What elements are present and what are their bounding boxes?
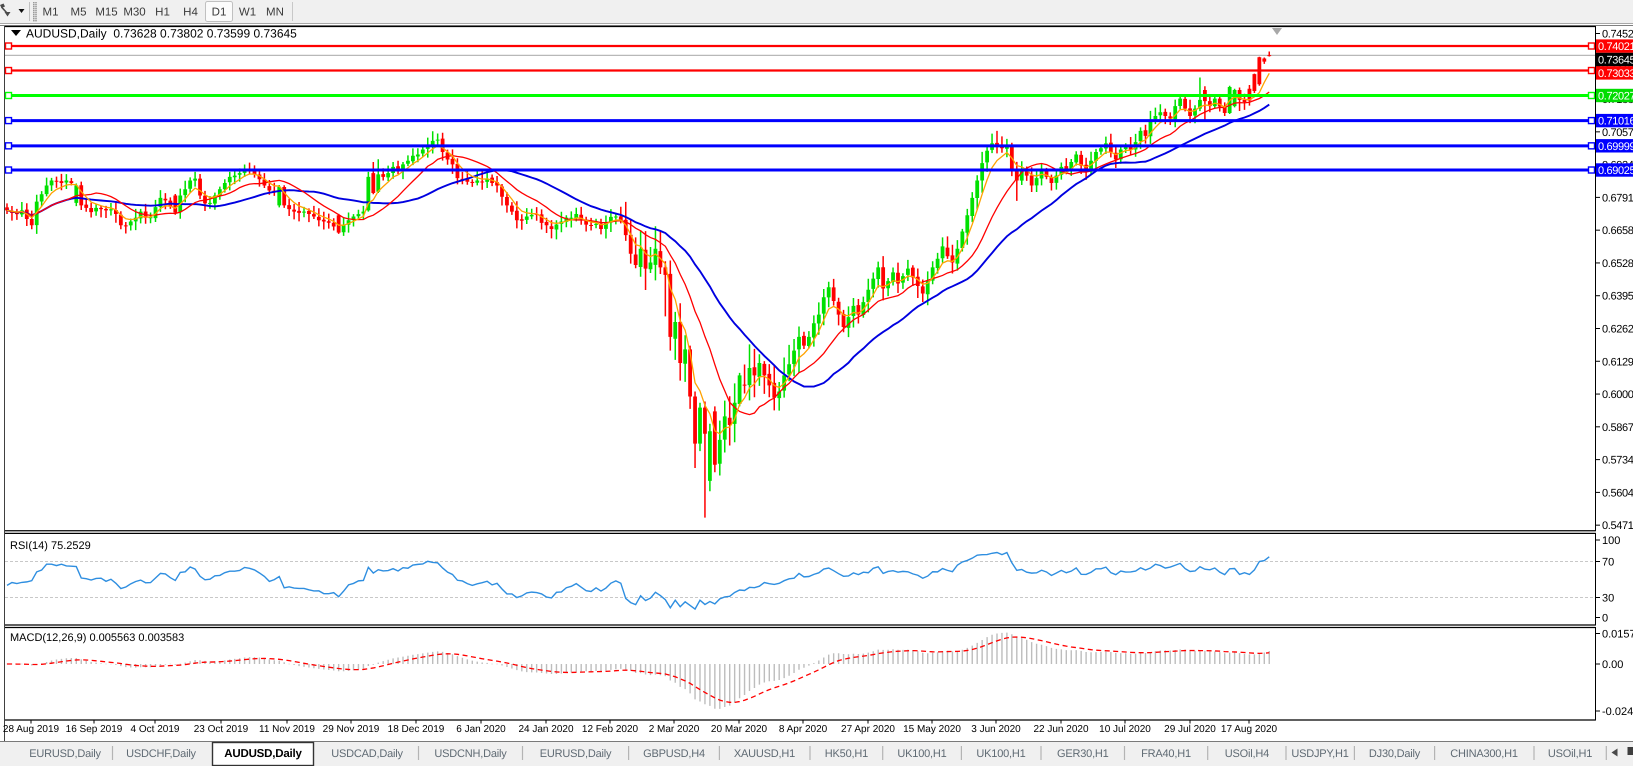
svg-text:20 Mar 2020: 20 Mar 2020 bbox=[711, 724, 768, 735]
svg-text:11 Nov 2019: 11 Nov 2019 bbox=[259, 724, 315, 735]
svg-text:USDJPY,H1: USDJPY,H1 bbox=[1291, 748, 1348, 760]
svg-text:H4: H4 bbox=[183, 7, 198, 19]
svg-text:4 Oct 2019: 4 Oct 2019 bbox=[131, 724, 180, 735]
svg-text:M1: M1 bbox=[43, 7, 59, 19]
svg-text:DJ30,Daily: DJ30,Daily bbox=[1369, 748, 1421, 760]
svg-text:M15: M15 bbox=[95, 7, 117, 19]
svg-text:16 Sep 2019: 16 Sep 2019 bbox=[66, 724, 123, 735]
svg-text:29 Jul 2020: 29 Jul 2020 bbox=[1164, 724, 1216, 735]
svg-text:0.56045: 0.56045 bbox=[1602, 487, 1633, 499]
svg-text:0.69999: 0.69999 bbox=[1598, 141, 1633, 153]
svg-text:18 Dec 2019: 18 Dec 2019 bbox=[388, 724, 445, 735]
svg-text:USDCNH,Daily: USDCNH,Daily bbox=[434, 748, 507, 760]
svg-text:H1: H1 bbox=[155, 7, 170, 19]
svg-text:HK50,H1: HK50,H1 bbox=[825, 748, 868, 760]
svg-text:0.61295: 0.61295 bbox=[1602, 356, 1633, 368]
svg-text:USDCHF,Daily: USDCHF,Daily bbox=[126, 748, 196, 760]
svg-text:24 Jan 2020: 24 Jan 2020 bbox=[518, 724, 573, 735]
svg-text:AUDUSD,Daily 0.73628 0.73802: AUDUSD,Daily 0.73628 0.73802 0.73599 0.7… bbox=[26, 27, 297, 41]
svg-text:23 Oct 2019: 23 Oct 2019 bbox=[194, 724, 249, 735]
svg-text:0.63955: 0.63955 bbox=[1602, 291, 1633, 303]
svg-text:M5: M5 bbox=[71, 7, 87, 19]
svg-text:RSI(14) 75.2529: RSI(14) 75.2529 bbox=[10, 540, 91, 552]
svg-text:8 Apr 2020: 8 Apr 2020 bbox=[779, 724, 828, 735]
svg-text:0.00: 0.00 bbox=[1602, 659, 1623, 671]
svg-text:XAUUSD,H1: XAUUSD,H1 bbox=[734, 748, 795, 760]
svg-text:GBPUSD,H4: GBPUSD,H4 bbox=[643, 748, 705, 760]
svg-text:0.74021: 0.74021 bbox=[1598, 41, 1633, 53]
svg-text:0.73033: 0.73033 bbox=[1598, 68, 1633, 80]
svg-text:UK100,H1: UK100,H1 bbox=[897, 748, 946, 760]
svg-text:70: 70 bbox=[1602, 557, 1614, 569]
svg-text:0.65285: 0.65285 bbox=[1602, 258, 1633, 270]
svg-text:GER30,H1: GER30,H1 bbox=[1057, 748, 1109, 760]
svg-text:USOil,H4: USOil,H4 bbox=[1225, 748, 1269, 760]
svg-text:27 Apr 2020: 27 Apr 2020 bbox=[841, 724, 895, 735]
svg-text:15 May 2020: 15 May 2020 bbox=[903, 724, 961, 735]
svg-text:29 Nov 2019: 29 Nov 2019 bbox=[323, 724, 380, 735]
svg-text:0.54715: 0.54715 bbox=[1602, 520, 1633, 532]
svg-text:17 Aug 2020: 17 Aug 2020 bbox=[1221, 724, 1278, 735]
svg-text:22 Jun 2020: 22 Jun 2020 bbox=[1033, 724, 1088, 735]
svg-text:M30: M30 bbox=[123, 7, 145, 19]
svg-text:0.72027: 0.72027 bbox=[1598, 91, 1633, 103]
svg-text:UK100,H1: UK100,H1 bbox=[976, 748, 1025, 760]
svg-text:0.01574: 0.01574 bbox=[1602, 629, 1633, 641]
svg-text:MACD(12,26,9) 0.005563 0.00358: MACD(12,26,9) 0.005563 0.003583 bbox=[10, 632, 184, 644]
svg-text:0.69025: 0.69025 bbox=[1598, 165, 1633, 177]
svg-text:12 Feb 2020: 12 Feb 2020 bbox=[582, 724, 639, 735]
svg-text:0.71016: 0.71016 bbox=[1598, 116, 1633, 128]
svg-text:0.73645: 0.73645 bbox=[1598, 55, 1633, 67]
svg-text:AUDUSD,Daily: AUDUSD,Daily bbox=[224, 748, 302, 760]
svg-text:MN: MN bbox=[266, 7, 284, 19]
svg-text:3 Jun 2020: 3 Jun 2020 bbox=[971, 724, 1021, 735]
svg-text:EURUSD,Daily: EURUSD,Daily bbox=[29, 748, 101, 760]
svg-text:CHINA300,H1: CHINA300,H1 bbox=[1450, 748, 1518, 760]
svg-text:30: 30 bbox=[1602, 593, 1614, 605]
svg-text:2 Mar 2020: 2 Mar 2020 bbox=[649, 724, 700, 735]
svg-text:USOil,H1: USOil,H1 bbox=[1548, 748, 1592, 760]
svg-text:10 Jul 2020: 10 Jul 2020 bbox=[1099, 724, 1151, 735]
svg-text:100: 100 bbox=[1602, 535, 1620, 547]
svg-text:FRA40,H1: FRA40,H1 bbox=[1141, 748, 1191, 760]
svg-text:W1: W1 bbox=[239, 7, 256, 19]
svg-text:0.62625: 0.62625 bbox=[1602, 324, 1633, 336]
svg-text:D1: D1 bbox=[212, 7, 227, 19]
svg-text:0: 0 bbox=[1602, 613, 1608, 625]
svg-text:28 Aug 2019: 28 Aug 2019 bbox=[3, 724, 60, 735]
svg-text:6 Jan 2020: 6 Jan 2020 bbox=[456, 724, 506, 735]
svg-text:0.74525: 0.74525 bbox=[1602, 29, 1633, 41]
svg-text:-0.0244: -0.0244 bbox=[1602, 706, 1633, 718]
svg-text:EURUSD,Daily: EURUSD,Daily bbox=[540, 748, 612, 760]
svg-text:USDCAD,Daily: USDCAD,Daily bbox=[331, 748, 403, 760]
